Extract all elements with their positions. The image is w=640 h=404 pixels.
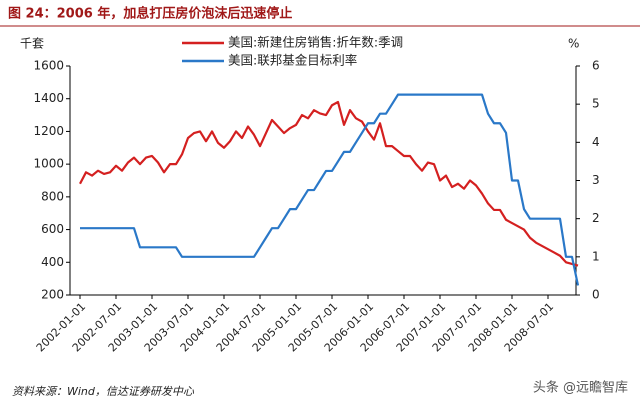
y-tick-label: 200 [41, 288, 64, 302]
legend-label: 美国:联邦基金目标利率 [228, 53, 357, 68]
y-tick-label: 400 [41, 255, 64, 269]
y-tick-label: 1000 [33, 157, 64, 171]
y2-tick-label: 1 [592, 249, 600, 263]
y-tick-label: 1200 [33, 124, 64, 138]
legend-label: 美国:新建住房销售:折年数:季调 [228, 35, 403, 50]
y2-tick-label: 6 [592, 59, 600, 73]
y-tick-label: 600 [41, 222, 64, 236]
y2-tick-label: 4 [592, 135, 600, 149]
y2-tick-label: 0 [592, 288, 600, 302]
source-note: 资料来源：Wind，信达证券研发中心 [12, 385, 195, 398]
series-line [79, 100, 579, 267]
watermark: 头条 @远瞻智库 [533, 380, 628, 396]
y2-axis-label: % [568, 37, 579, 51]
series-line [80, 93, 580, 286]
y2-tick-label: 3 [592, 173, 600, 187]
chart-title: 图 24：2006 年，加息打压房价泡沫后迅速停止 [8, 6, 292, 22]
y-tick-label: 1600 [33, 59, 64, 73]
y-tick-label: 800 [41, 189, 64, 203]
y2-tick-label: 5 [592, 97, 600, 111]
y-tick-label: 1400 [33, 91, 64, 105]
y2-tick-label: 2 [592, 211, 600, 225]
y-axis-label: 千套 [20, 37, 44, 51]
